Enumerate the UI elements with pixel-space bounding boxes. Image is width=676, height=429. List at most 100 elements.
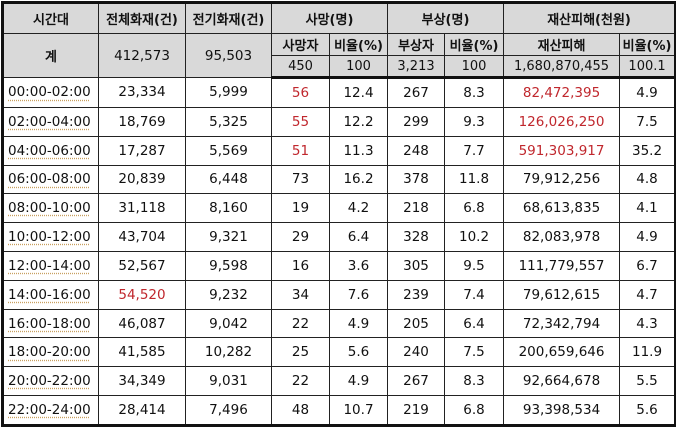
cell-injuries-ratio: 11.8 xyxy=(444,164,505,195)
cell-deaths-ratio: 10.7 xyxy=(328,395,389,426)
cell-injuries-ratio: 6.4 xyxy=(444,308,505,339)
cell-deaths-ratio: 6.4 xyxy=(328,222,389,252)
header-electrical-fires: 전기화재(건) xyxy=(185,2,272,34)
table-row: 02:00-04:00 18,769 5,325 55 12.2 299 9.3… xyxy=(2,106,676,137)
cell-electrical-fires: 7,496 xyxy=(185,395,272,426)
cell-deaths: 51 xyxy=(271,135,330,166)
totals-row: 450 100 3,213 100 1,680,870,455 100.1 xyxy=(3,55,676,79)
cell-property-damage: 72,342,794 xyxy=(503,308,621,339)
cell-injuries: 248 xyxy=(387,135,446,166)
cell-property-ratio: 5.5 xyxy=(619,366,676,397)
table-header: 시간대 전체화재(건) 전기화재(건) 사망(명) 부상(명) 재산피해(천원)… xyxy=(2,2,676,79)
totals-electrical-fires: 95,503 xyxy=(185,33,272,78)
cell-total-fires: 31,118 xyxy=(98,193,186,224)
cell-electrical-fires: 5,569 xyxy=(185,135,272,166)
header-property-group: 재산피해(천원) xyxy=(503,2,676,34)
cell-property-ratio: 4.3 xyxy=(619,308,676,339)
cell-injuries: 378 xyxy=(387,164,446,195)
cell-injuries-ratio: 6.8 xyxy=(444,395,505,426)
cell-deaths: 48 xyxy=(271,395,330,426)
cell-total-fires: 18,769 xyxy=(98,106,186,137)
totals-injuries-ratio: 100 xyxy=(444,55,505,79)
cell-property-damage: 79,912,256 xyxy=(503,164,621,195)
cell-electrical-fires: 9,031 xyxy=(185,366,272,397)
cell-total-fires: 17,287 xyxy=(98,135,186,166)
totals-property-damage: 1,680,870,455 xyxy=(503,55,621,79)
cell-property-damage: 111,779,557 xyxy=(503,250,621,281)
cell-electrical-fires: 5,999 xyxy=(185,77,272,108)
cell-property-ratio: 4.9 xyxy=(619,77,676,108)
cell-property-ratio: 4.1 xyxy=(619,193,676,224)
cell-property-ratio: 4.9 xyxy=(619,222,676,252)
cell-property-ratio: 5.6 xyxy=(619,395,676,426)
table-row: 04:00-06:00 17,287 5,569 51 11.3 248 7.7… xyxy=(2,135,676,166)
cell-total-fires: 23,334 xyxy=(98,77,186,108)
cell-injuries: 240 xyxy=(387,337,446,368)
cell-property-damage: 200,659,646 xyxy=(503,337,621,368)
cell-injuries: 205 xyxy=(387,308,446,339)
table-row: 14:00-16:00 54,520 9,232 34 7.6 239 7.4 … xyxy=(2,279,676,310)
cell-property-damage: 126,026,250 xyxy=(503,106,621,137)
cell-time-band: 20:00-22:00 xyxy=(2,366,99,397)
cell-time-band: 08:00-10:00 xyxy=(2,193,99,224)
cell-electrical-fires: 6,448 xyxy=(185,164,272,195)
cell-electrical-fires: 9,042 xyxy=(185,308,272,339)
cell-injuries: 328 xyxy=(387,222,446,252)
header-deaths-ratio: 비율(%) xyxy=(328,33,389,56)
cell-total-fires: 41,585 xyxy=(98,337,186,368)
cell-injuries-ratio: 6.8 xyxy=(444,193,505,224)
cell-deaths: 73 xyxy=(271,164,330,195)
cell-time-band: 22:00-24:00 xyxy=(2,395,99,426)
cell-deaths: 34 xyxy=(271,279,330,310)
table-row: 16:00-18:00 46,087 9,042 22 4.9 205 6.4 … xyxy=(2,308,676,339)
cell-deaths: 16 xyxy=(271,250,330,281)
cell-injuries-ratio: 10.2 xyxy=(444,222,505,252)
cell-deaths-ratio: 7.6 xyxy=(328,279,389,310)
cell-total-fires: 43,704 xyxy=(98,222,186,252)
cell-injuries: 218 xyxy=(387,193,446,224)
cell-electrical-fires: 9,232 xyxy=(185,279,272,310)
cell-deaths: 22 xyxy=(271,308,330,339)
cell-property-ratio: 6.7 xyxy=(619,250,676,281)
totals-label: 계 xyxy=(2,33,99,78)
header-deaths-count: 사망자 xyxy=(271,33,330,56)
cell-deaths: 22 xyxy=(271,366,330,397)
totals-property-ratio: 100.1 xyxy=(619,55,676,79)
header-time-band: 시간대 xyxy=(2,2,99,34)
cell-deaths-ratio: 16.2 xyxy=(328,164,389,195)
cell-injuries: 305 xyxy=(387,250,446,281)
cell-total-fires: 34,349 xyxy=(98,366,186,397)
cell-property-damage: 79,612,615 xyxy=(503,279,621,310)
cell-time-band: 12:00-14:00 xyxy=(2,250,99,281)
cell-injuries: 267 xyxy=(387,77,446,108)
cell-deaths: 25 xyxy=(271,337,330,368)
table-row: 00:00-02:00 23,334 5,999 56 12.4 267 8.3… xyxy=(2,77,676,108)
cell-electrical-fires: 9,321 xyxy=(185,222,272,252)
cell-deaths: 55 xyxy=(271,106,330,137)
cell-injuries-ratio: 8.3 xyxy=(444,77,505,108)
cell-injuries: 267 xyxy=(387,366,446,397)
cell-time-band: 18:00-20:00 xyxy=(2,337,99,368)
header-total-fires: 전체화재(건) xyxy=(98,2,186,34)
cell-deaths: 19 xyxy=(271,193,330,224)
cell-property-damage: 82,472,395 xyxy=(503,77,621,108)
cell-time-band: 06:00-08:00 xyxy=(2,164,99,195)
cell-deaths-ratio: 3.6 xyxy=(328,250,389,281)
cell-time-band: 02:00-04:00 xyxy=(2,106,99,137)
cell-property-ratio: 7.5 xyxy=(619,106,676,137)
table-row: 18:00-20:00 41,585 10,282 25 5.6 240 7.5… xyxy=(2,337,676,368)
header-property-ratio: 비율(%) xyxy=(619,33,676,56)
table-row: 22:00-24:00 28,414 7,496 48 10.7 219 6.8… xyxy=(2,395,676,426)
cell-deaths-ratio: 12.4 xyxy=(328,77,389,108)
cell-deaths: 29 xyxy=(271,222,330,252)
cell-property-damage: 68,613,835 xyxy=(503,193,621,224)
cell-electrical-fires: 8,160 xyxy=(185,193,272,224)
table-row: 08:00-10:00 31,118 8,160 19 4.2 218 6.8 … xyxy=(2,193,676,224)
header-deaths-group: 사망(명) xyxy=(270,2,389,34)
cell-total-fires: 20,839 xyxy=(98,164,186,195)
cell-deaths: 56 xyxy=(271,77,330,108)
cell-electrical-fires: 9,598 xyxy=(185,250,272,281)
totals-deaths: 450 xyxy=(271,55,330,79)
cell-injuries-ratio: 7.7 xyxy=(444,135,505,166)
